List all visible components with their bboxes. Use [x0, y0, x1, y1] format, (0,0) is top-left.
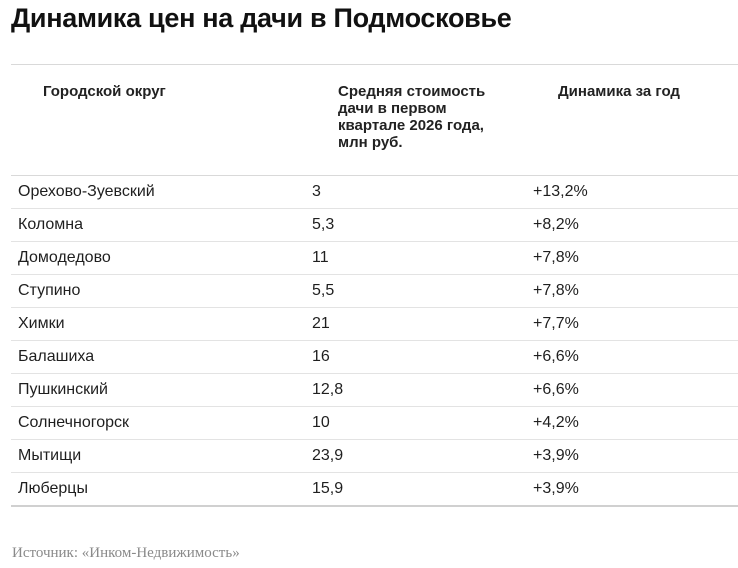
table-row: Коломна 5,3 +8,2% [11, 209, 738, 242]
district-cell: Ступино [18, 282, 81, 299]
change-cell: +7,8% [533, 282, 579, 299]
district-cell: Люберцы [18, 480, 88, 497]
district-cell: Орехово-Зуевский [18, 183, 155, 200]
table-row: Химки 21 +7,7% [11, 308, 738, 341]
column-header-change: Динамика за год [558, 83, 680, 100]
price-cell: 21 [312, 315, 330, 332]
change-cell: +7,8% [533, 249, 579, 266]
change-cell: +4,2% [533, 414, 579, 431]
table-row: Орехово-Зуевский 3 +13,2% [11, 176, 738, 209]
district-cell: Мытищи [18, 447, 82, 464]
change-cell: +7,7% [533, 315, 579, 332]
table-row: Домодедово 11 +7,8% [11, 242, 738, 275]
change-cell: +3,9% [533, 447, 579, 464]
table-row: Мытищи 23,9 +3,9% [11, 440, 738, 473]
district-cell: Коломна [18, 216, 84, 233]
district-cell: Домодедово [18, 249, 111, 266]
price-cell: 15,9 [312, 480, 344, 497]
price-cell: 12,8 [312, 381, 344, 398]
price-cell: 16 [312, 348, 330, 365]
table-row: Пушкинский 12,8 +6,6% [11, 374, 738, 407]
page-title: Динамика цен на дачи в Подмосковье [11, 3, 512, 33]
price-cell: 11 [312, 249, 329, 266]
column-header-price: Средняя стоимость дачи в первом квартале… [338, 83, 486, 151]
change-cell: +13,2% [533, 183, 588, 200]
district-cell: Химки [18, 315, 65, 332]
change-cell: +6,6% [533, 348, 579, 365]
district-cell: Пушкинский [18, 381, 108, 398]
district-cell: Солнечногорск [18, 414, 129, 431]
table-header-row: Городской округ Средняя стоимость дачи в… [11, 64, 738, 176]
district-cell: Балашиха [18, 348, 95, 365]
change-cell: +8,2% [533, 216, 579, 233]
change-cell: +3,9% [533, 480, 579, 497]
change-cell: +6,6% [533, 381, 579, 398]
price-cell: 5,3 [312, 216, 335, 233]
price-cell: 10 [312, 414, 330, 431]
price-table: Городской округ Средняя стоимость дачи в… [11, 64, 738, 507]
table-row: Солнечногорск 10 +4,2% [11, 407, 738, 440]
price-cell: 5,5 [312, 282, 335, 299]
table-row: Ступино 5,5 +7,8% [11, 275, 738, 308]
table-row: Люберцы 15,9 +3,9% [11, 473, 738, 507]
source-note: Источник: «Инком-Недвижимость» [12, 545, 240, 561]
column-header-district: Городской округ [43, 83, 166, 100]
price-cell: 23,9 [312, 447, 344, 464]
price-cell: 3 [312, 183, 321, 200]
table-row: Балашиха 16 +6,6% [11, 341, 738, 374]
